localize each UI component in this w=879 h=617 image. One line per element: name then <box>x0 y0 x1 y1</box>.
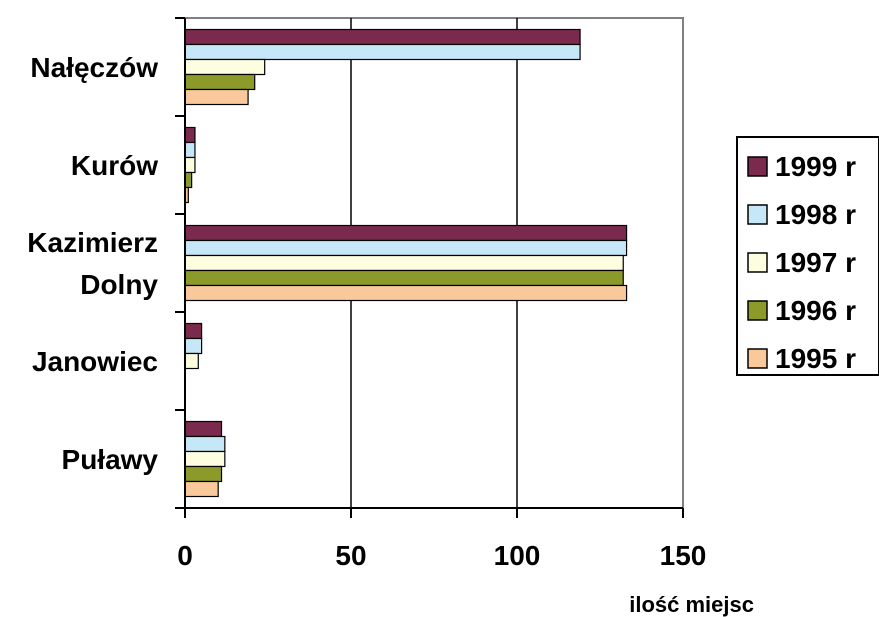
category-label-puławy: Puławy <box>62 444 159 475</box>
y-axis-ticks <box>175 17 185 509</box>
bar-nałęczów-1997-r <box>184 58 266 76</box>
category-label-nałęczów: Nałęczów <box>30 52 158 83</box>
bar-janowiec-1997-r <box>184 352 199 370</box>
category-label-kurów: Kurów <box>71 150 158 181</box>
bar-janowiec-1999-r <box>184 322 203 340</box>
x-axis-title: ilość miejsc <box>629 592 754 617</box>
legend-label-1997-r: 1997 r <box>775 247 856 278</box>
bar-puławy-1997-r <box>184 450 226 468</box>
legend-swatch-1998-r <box>747 204 768 225</box>
x-axis-ticks: 0 50 100 150 <box>177 508 706 571</box>
bar-nałęczów-1998-r <box>184 43 581 61</box>
category-labels: Nałęczów Kurów Kazimierz Dolny Janowiec Puław… <box>27 52 158 475</box>
bar-kazimierz-dolny-1999-r <box>184 224 628 242</box>
category-label-kazimierz-dolny: Dolny <box>80 269 158 300</box>
category-label-janowiec: Janowiec <box>32 346 158 377</box>
legend-swatch-1995-r <box>747 348 768 369</box>
bar-nałęczów-1996-r <box>184 73 256 91</box>
bar-puławy-1996-r <box>184 465 223 483</box>
legend: 1999 r 1998 r 1997 r 1996 r 1995 r <box>736 136 879 376</box>
x-tick-label: 50 <box>335 540 366 571</box>
bars <box>184 28 628 498</box>
bar-nałęczów-1999-r <box>184 28 581 46</box>
bar-puławy-1999-r <box>184 420 223 438</box>
legend-label-1996-r: 1996 r <box>775 295 856 326</box>
bar-kazimierz-dolny-1995-r <box>184 284 628 302</box>
bar-kurów-1998-r <box>184 141 196 159</box>
x-tick-label: 150 <box>660 540 707 571</box>
bar-puławy-1998-r <box>184 435 226 453</box>
bar-kazimierz-dolny-1998-r <box>184 239 628 257</box>
bar-kazimierz-dolny-1996-r <box>184 269 624 287</box>
category-label-kazimierz-dolny: Kazimierz <box>27 227 158 258</box>
legend-label-1998-r: 1998 r <box>775 199 856 230</box>
bar-kurów-1997-r <box>184 156 196 174</box>
x-tick-label: 0 <box>177 540 193 571</box>
legend-swatch-1999-r <box>747 156 768 177</box>
bar-janowiec-1998-r <box>184 337 203 355</box>
bar-kazimierz-dolny-1997-r <box>184 254 624 272</box>
bar-nałęczów-1995-r <box>184 88 249 106</box>
bar-kurów-1999-r <box>184 126 196 144</box>
legend-label-1995-r: 1995 r <box>775 343 856 374</box>
legend-swatch-1997-r <box>747 252 768 273</box>
bar-puławy-1995-r <box>184 480 219 498</box>
legend-swatch-1996-r <box>747 300 768 321</box>
legend-label-1999-r: 1999 r <box>775 151 856 182</box>
x-tick-label: 100 <box>494 540 541 571</box>
